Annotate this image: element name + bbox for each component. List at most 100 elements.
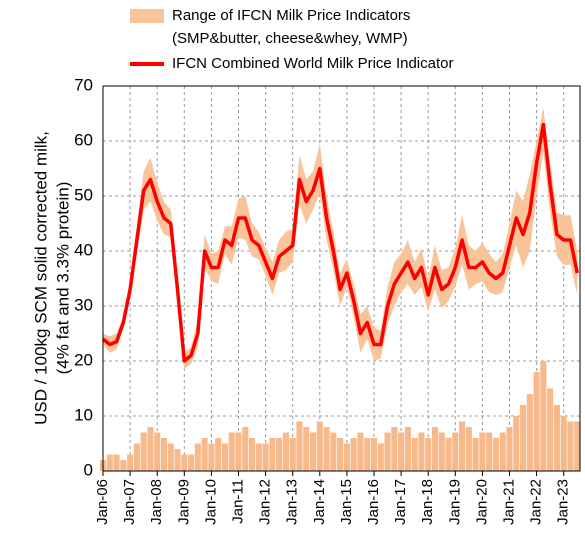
spread-bar (282, 432, 289, 471)
spread-bar (208, 443, 215, 471)
spread-bar (553, 405, 560, 471)
spread-bar (228, 432, 235, 471)
spread-bar (526, 394, 533, 471)
spread-bar (574, 421, 581, 471)
spread-bar (459, 421, 466, 471)
y-axis-label: USD / 100kg SCM solid corrected milk, (31, 131, 50, 425)
x-tick-label: Jan-22 (528, 479, 545, 525)
y-tick-label: 30 (74, 295, 93, 314)
spread-bar (391, 427, 398, 471)
spread-bar (560, 416, 567, 471)
spread-bar (289, 438, 296, 471)
spread-bar (113, 454, 120, 471)
x-tick-label: Jan-14 (311, 479, 328, 525)
spread-bar (181, 454, 188, 471)
x-tick-label: Jan-10 (202, 479, 219, 525)
spread-bar (411, 438, 418, 471)
y-tick-label: 60 (74, 130, 93, 149)
spread-bar (255, 443, 262, 471)
y-tick-label: 10 (74, 405, 93, 424)
price-line (101, 122, 579, 363)
y-axis-label: (4% fat and 3.3% protein) (53, 182, 72, 375)
spread-bar (330, 432, 337, 471)
y-tick-label: 50 (74, 185, 93, 204)
x-tick-label: Jan-07 (121, 479, 138, 525)
spread-bar (303, 427, 310, 471)
spread-bar (438, 432, 445, 471)
spread-bar (398, 432, 405, 471)
spread-bar (404, 427, 411, 471)
spread-bar (201, 438, 208, 471)
x-tick-label: Jan-18 (419, 479, 436, 525)
spread-bar (127, 454, 134, 471)
y-tick-label: 70 (74, 75, 93, 94)
spread-bar (221, 443, 228, 471)
x-tick-label: Jan-11 (229, 479, 246, 524)
y-tick-label: 0 (84, 460, 93, 479)
spread-bar (249, 438, 256, 471)
spread-bar (262, 443, 269, 471)
spread-bar (364, 438, 371, 471)
spread-bar (167, 443, 174, 471)
spread-bar (269, 438, 276, 471)
legend-swatch-band (130, 9, 164, 23)
x-tick-label: Jan-08 (148, 479, 165, 525)
x-tick-label: Jan-20 (473, 479, 490, 525)
spread-bar (309, 432, 317, 471)
range-band (103, 108, 578, 370)
x-tick-label: Jan-19 (446, 479, 463, 525)
legend-note: (SMP&butter, cheese&whey, WMP) (172, 30, 408, 47)
spread-bar (357, 432, 364, 471)
x-tick-label: Jan-21 (500, 479, 517, 525)
x-tick-label: Jan-13 (284, 479, 301, 525)
spread-bar (276, 438, 283, 471)
spread-bar (465, 427, 472, 471)
spread-bar (567, 421, 574, 471)
spread-bar (472, 438, 479, 471)
spread-bar (506, 427, 513, 471)
spread-bar (425, 438, 432, 471)
spread-bar (194, 443, 201, 471)
y-tick-label: 40 (74, 240, 93, 259)
spread-bar (418, 432, 425, 471)
legend-label: IFCN Combined World Milk Price Indicator (172, 55, 453, 72)
spread-bar (431, 427, 439, 471)
spread-bar (479, 432, 486, 471)
legend-label: Range of IFCN Milk Price Indicators (172, 7, 410, 24)
spread-bar (296, 421, 303, 471)
spread-bar (147, 427, 154, 471)
x-tick-label: Jan-16 (365, 479, 382, 525)
spread-bar (120, 460, 127, 471)
spread-bar (445, 438, 452, 471)
spread-bar (316, 421, 323, 471)
spread-bar (540, 361, 547, 471)
x-tick-label: Jan-17 (392, 479, 409, 525)
x-tick-label: Jan-15 (338, 479, 355, 525)
spread-bar (215, 438, 222, 471)
spread-bar (188, 454, 195, 471)
spread-bar (533, 372, 540, 471)
spread-bar (486, 432, 493, 471)
spread-bar (350, 438, 357, 471)
spread-bar (384, 432, 391, 471)
spread-bar (242, 427, 249, 471)
spread-bar (520, 405, 527, 471)
spread-bar (160, 438, 168, 471)
x-tick-label: Jan-12 (257, 479, 274, 525)
spread-bar (140, 432, 147, 471)
spread-bar (106, 454, 113, 471)
spread-bar (235, 432, 242, 471)
spread-bar (343, 443, 350, 471)
spread-bar (133, 443, 140, 471)
spread-bar (337, 438, 344, 471)
plot-frame (102, 85, 581, 472)
x-tick-label: Jan-06 (94, 479, 111, 525)
spread-bar (492, 438, 499, 471)
x-tick-label: Jan-23 (555, 479, 572, 525)
spread-bar (370, 438, 378, 471)
x-tick-label: Jan-09 (175, 479, 192, 525)
spread-bar (452, 432, 459, 471)
spread-bar (547, 388, 554, 471)
